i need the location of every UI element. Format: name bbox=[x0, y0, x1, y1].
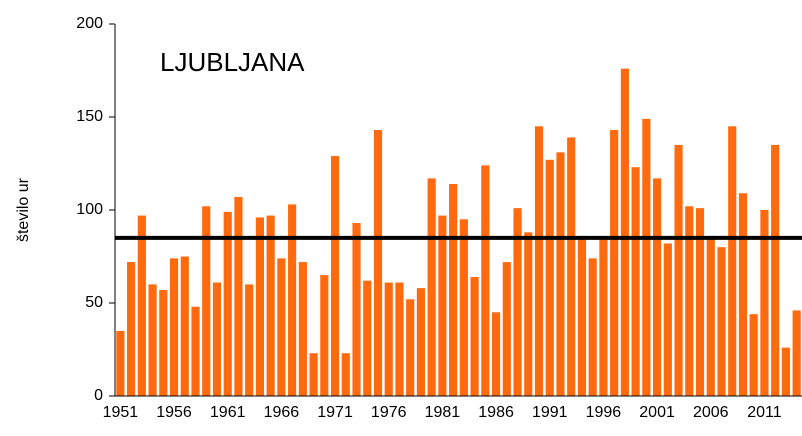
bar bbox=[610, 130, 619, 396]
bar bbox=[449, 183, 458, 396]
bar bbox=[169, 258, 179, 396]
bar bbox=[556, 152, 565, 396]
bar bbox=[588, 258, 597, 396]
bar bbox=[717, 247, 726, 396]
bar bbox=[470, 276, 479, 396]
bar bbox=[438, 215, 447, 396]
bar bbox=[127, 262, 136, 396]
x-tick-label: 2006 bbox=[693, 404, 729, 421]
bar bbox=[266, 215, 275, 396]
bar bbox=[416, 288, 426, 396]
bar bbox=[320, 275, 329, 396]
bar bbox=[159, 289, 168, 396]
bar bbox=[738, 193, 748, 396]
bar bbox=[663, 243, 672, 396]
bar bbox=[406, 299, 415, 396]
bar bbox=[771, 144, 780, 396]
y-tick-label: 0 bbox=[94, 387, 103, 404]
bar bbox=[298, 262, 307, 396]
bar bbox=[137, 215, 146, 396]
x-tick-label: 1996 bbox=[586, 404, 622, 421]
y-tick-label: 200 bbox=[76, 15, 103, 32]
bar bbox=[620, 68, 629, 396]
bar bbox=[330, 156, 340, 396]
bar bbox=[288, 204, 297, 396]
bar bbox=[577, 237, 587, 396]
bar bbox=[567, 137, 576, 396]
bar bbox=[728, 126, 737, 397]
bar bbox=[363, 280, 372, 396]
bar bbox=[255, 217, 264, 396]
bar bbox=[309, 353, 318, 396]
x-tick-label: 1991 bbox=[532, 404, 568, 421]
bar bbox=[545, 159, 554, 396]
bar bbox=[599, 237, 608, 396]
bar bbox=[524, 232, 533, 396]
x-tick-label: 1951 bbox=[103, 404, 139, 421]
bar bbox=[502, 262, 511, 396]
x-tick-label: 1956 bbox=[156, 404, 192, 421]
y-tick-label: 150 bbox=[76, 108, 103, 125]
y-tick-label: 100 bbox=[76, 201, 103, 218]
bar bbox=[148, 284, 157, 396]
bar bbox=[513, 208, 522, 396]
bar bbox=[631, 167, 640, 396]
bar bbox=[459, 219, 468, 396]
x-tick-label: 2011 bbox=[747, 404, 782, 421]
x-tick-label: 1986 bbox=[478, 404, 514, 421]
bar bbox=[792, 310, 801, 396]
bar bbox=[427, 178, 436, 396]
bar bbox=[245, 284, 254, 396]
bar bbox=[223, 211, 232, 396]
x-tick-label: 1981 bbox=[425, 404, 461, 421]
bar bbox=[695, 208, 705, 396]
bar bbox=[202, 206, 211, 396]
bar bbox=[277, 258, 286, 396]
bar bbox=[341, 353, 350, 396]
x-tick-label: 1971 bbox=[317, 404, 353, 421]
bar bbox=[481, 165, 490, 396]
bar bbox=[685, 206, 694, 396]
bar bbox=[116, 330, 125, 396]
x-tick-label: 1976 bbox=[371, 404, 407, 421]
bar bbox=[395, 282, 404, 396]
bar bbox=[234, 196, 243, 396]
x-tick-label: 2001 bbox=[639, 404, 675, 421]
bar bbox=[781, 347, 790, 396]
bar bbox=[191, 306, 200, 396]
bar bbox=[180, 256, 189, 396]
bar bbox=[352, 223, 361, 396]
bar bbox=[760, 210, 769, 396]
x-tick-label: 1961 bbox=[210, 404, 246, 421]
y-axis-label: število ur bbox=[15, 177, 32, 242]
bar bbox=[384, 282, 393, 396]
bar bbox=[212, 282, 222, 396]
x-tick-label: 1966 bbox=[264, 404, 300, 421]
bar bbox=[534, 126, 544, 397]
bar bbox=[491, 312, 501, 396]
bar bbox=[373, 130, 383, 396]
y-tick-label: 50 bbox=[85, 294, 103, 311]
chart-title: LJUBLJANA bbox=[160, 47, 305, 77]
bar bbox=[674, 144, 683, 396]
bar bbox=[706, 237, 715, 396]
bar bbox=[642, 118, 651, 397]
bar bbox=[749, 314, 758, 396]
bar bbox=[653, 178, 662, 396]
